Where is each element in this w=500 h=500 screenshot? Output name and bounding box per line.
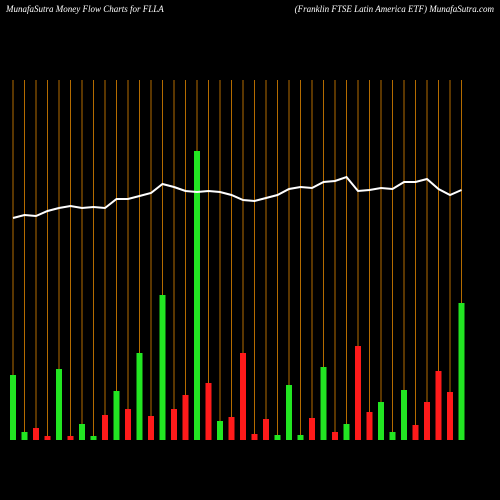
bar <box>309 418 315 440</box>
bar <box>435 371 442 440</box>
bar <box>263 419 269 440</box>
price-line <box>12 175 462 219</box>
bar <box>102 415 108 440</box>
bar <box>217 421 223 440</box>
bar <box>194 151 200 440</box>
bar <box>205 383 212 440</box>
bar <box>182 395 189 440</box>
bar <box>355 346 361 440</box>
bar <box>125 409 131 440</box>
bar <box>366 412 373 440</box>
bar <box>320 367 327 440</box>
bar <box>251 434 258 440</box>
bar <box>389 432 396 440</box>
bar <box>401 390 407 440</box>
bar <box>33 428 39 440</box>
chart-subtitle: (Franklin FTSE Latin America ETF) Munafa… <box>295 4 495 14</box>
bar <box>10 375 16 440</box>
chart-title: MunafaSutra Money Flow Charts for FLLA <box>5 4 164 14</box>
bar <box>136 353 143 440</box>
bar <box>458 303 465 440</box>
bar <box>21 432 28 440</box>
bar <box>90 436 97 440</box>
bar <box>297 435 304 440</box>
bar <box>286 385 292 440</box>
bar <box>228 417 235 440</box>
bar <box>240 353 246 440</box>
bar <box>274 435 281 440</box>
bar <box>113 391 120 440</box>
bar <box>159 295 166 440</box>
bar <box>378 402 384 440</box>
bar <box>148 416 154 440</box>
bar <box>79 424 85 440</box>
bar <box>343 424 350 440</box>
bar <box>67 436 74 440</box>
bar <box>171 409 177 440</box>
bar <box>56 369 62 440</box>
bar <box>412 425 419 440</box>
bar <box>332 432 338 440</box>
bar <box>424 402 430 440</box>
bar <box>44 436 51 440</box>
bar <box>447 392 453 440</box>
